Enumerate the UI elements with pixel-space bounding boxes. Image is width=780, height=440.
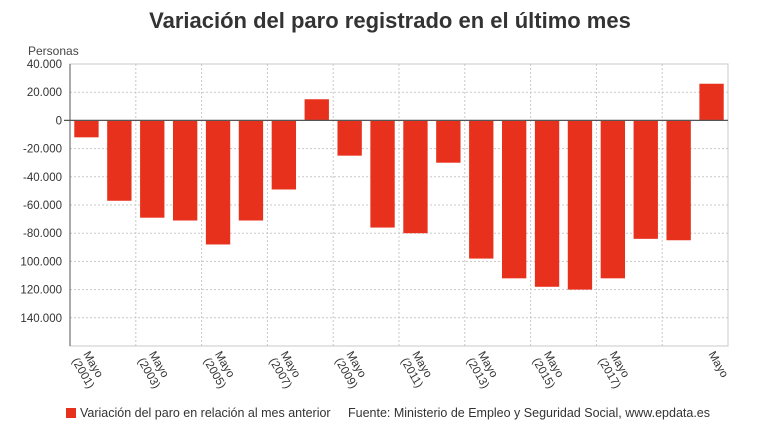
- y-tick-label: 0: [56, 115, 62, 127]
- y-tick-labels: 40.000 20.000 0 -20.000 -40.000 -60.000 -80.00…: [20, 59, 62, 325]
- bar-mayo-2016-: [567, 120, 593, 290]
- bar-mayo-2013-: [469, 120, 494, 259]
- y-tick-label: -80.000: [23, 228, 62, 240]
- y-tick-label: -20.000: [23, 144, 62, 156]
- bar-mayo-2006-: [238, 120, 264, 221]
- bars: [74, 83, 724, 290]
- legend-swatch: [66, 408, 76, 418]
- bar-mayo-2015-: [534, 120, 560, 287]
- legend: Variación del paro en relación al mes an…: [66, 406, 331, 420]
- bar-mayo-2001-: [74, 120, 99, 138]
- bar-mayo-2012-: [436, 120, 461, 163]
- bar-mayo-2005-: [205, 120, 231, 245]
- bar-mayo-2007-: [271, 120, 297, 190]
- bar-mayo-2008-: [304, 99, 329, 121]
- bar-mayo-2017-: [600, 120, 626, 279]
- bar-mayo-2018-: [633, 120, 658, 239]
- y-tick-label: -40.000: [23, 172, 62, 184]
- x-tick-label: Mayo(2015): [530, 350, 566, 391]
- y-tick-label: 120.000: [20, 285, 62, 297]
- x-tick-label: Mayo(2017): [596, 350, 632, 391]
- bar-mayo-2011-: [403, 120, 428, 234]
- grid-lines: [69, 63, 729, 347]
- bar-mayo-2014-: [501, 120, 527, 279]
- bar-mayo-2004-: [172, 120, 198, 221]
- legend-label: Variación del paro en relación al mes an…: [80, 406, 331, 420]
- bar-mayo-2019-: [666, 120, 691, 241]
- x-tick-label: Mayo(2009): [332, 350, 368, 391]
- axes: [64, 64, 728, 346]
- x-tick-label: Mayo(2003): [135, 350, 171, 391]
- x-tick-label: Mayo(2005): [201, 350, 237, 391]
- x-tick-label: Mayo(2013): [464, 350, 500, 391]
- source-note: Fuente: Ministerio de Empleo y Seguridad…: [348, 406, 710, 420]
- bar-mayo-2009-: [337, 120, 362, 156]
- y-tick-label: -60.000: [23, 200, 62, 212]
- y-tick-label: 100.000: [20, 256, 62, 268]
- x-tick-label: Mayo(2011): [398, 350, 434, 391]
- x-tick-label: Mayo(2001): [69, 350, 105, 391]
- x-tick-label: Mayo: [705, 350, 729, 380]
- x-tick-label: Mayo(2007): [267, 350, 303, 391]
- bar-mayo-2010-: [370, 120, 395, 228]
- bar-mayo: [699, 83, 724, 121]
- bar-mayo-2003-: [140, 120, 165, 218]
- y-tick-label: 40.000: [27, 59, 62, 71]
- y-tick-label: 140.000: [20, 313, 62, 325]
- x-tick-label-line: Mayo: [705, 350, 729, 380]
- bar-mayo-2002-: [107, 120, 132, 201]
- y-tick-label: 20.000: [27, 87, 62, 99]
- x-tick-labels: Mayo(2001) Mayo(2003) Mayo(2005) Mayo(2007)…: [69, 350, 730, 391]
- chart-title: Variación del paro registrado en el últi…: [149, 8, 631, 33]
- y-axis-unit-label: Personas: [28, 44, 79, 58]
